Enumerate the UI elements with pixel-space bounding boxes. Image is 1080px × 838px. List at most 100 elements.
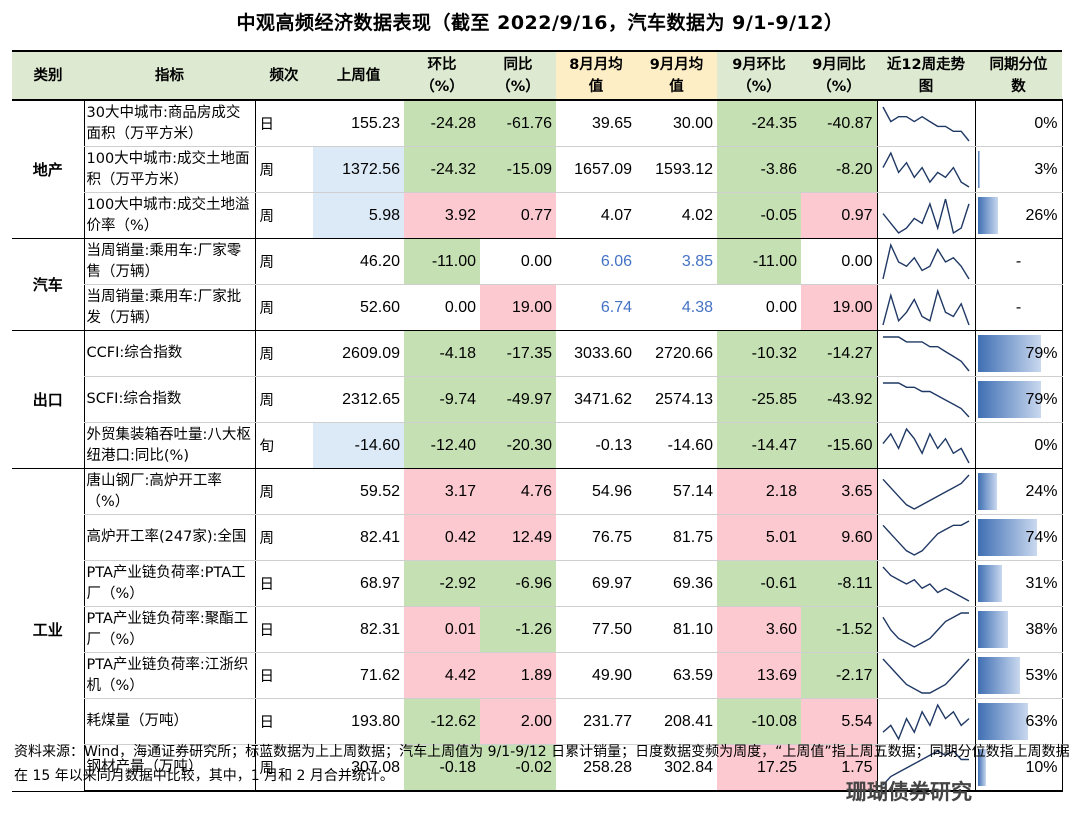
- percentile-value: -: [1015, 252, 1022, 270]
- indicator-cell: 当周销量:乘用车:厂家零售（万辆）: [83, 238, 256, 285]
- percentile-value: 0%: [1034, 114, 1058, 132]
- wow-cell: 0.01: [404, 606, 480, 653]
- sparkline-line: [881, 566, 969, 602]
- sparkline-line: [881, 150, 969, 188]
- frequency-cell: 周: [255, 744, 313, 792]
- percentile-cell: 38%: [975, 606, 1063, 653]
- table-row: 工业 唐山钢厂:高炉开工率（%）周 59.52 3.17 4.76 54.96 57.14 2…: [12, 468, 1063, 792]
- header-frequency: 频次: [255, 50, 313, 101]
- sparkline: [881, 611, 969, 648]
- sparkline-cell: [876, 698, 976, 745]
- aug-avg-cell: 6.06: [556, 238, 636, 285]
- aug-avg-cell: 1657.09: [556, 146, 636, 193]
- percentile-cell: 0%: [975, 100, 1063, 147]
- sep-yoy-cell: 3.65: [801, 468, 877, 515]
- percentile-cell: 10%: [975, 744, 1063, 792]
- yoy-cell: -15.09: [480, 146, 556, 193]
- indicator-cell: 耗煤量（万吨）: [83, 698, 256, 745]
- percentile-bar: [977, 473, 997, 510]
- percentile-bar: [977, 657, 1020, 694]
- sep-mom-cell: -14.47: [717, 422, 801, 469]
- percentile-value: 24%: [1025, 482, 1058, 500]
- indicator-cell: 100大中城市:成交土地面积（万平方米）: [83, 146, 256, 193]
- sep-yoy-cell: 19.00: [801, 284, 877, 331]
- sep-mom-cell: -0.61: [717, 560, 801, 607]
- wow-cell: 0.00: [404, 284, 480, 331]
- sparkline-cell: [876, 606, 976, 653]
- sep-yoy-cell: 0.97: [801, 192, 877, 239]
- watermark: 珊瑚债券研究: [846, 780, 972, 804]
- sparkline: [882, 381, 970, 417]
- sparkline: [881, 288, 970, 325]
- indicator-cell: 100大中城市:成交土地溢价率（%）: [83, 192, 256, 239]
- table-row: 高炉开工率(247家):全国周 82.41 0.42 12.49 76.75 81.75 5…: [12, 514, 1063, 561]
- frequency-cell: 日: [255, 100, 313, 147]
- percentile-cell: 0%: [975, 422, 1063, 469]
- footnote: 资料来源：Wind，海通证券研究所；标蓝数据为上上周数据；汽车上周值为 9/1-…: [14, 744, 1070, 784]
- header-category: 类别: [12, 50, 84, 101]
- sparkline: [881, 566, 969, 602]
- yoy-cell: 0.00: [480, 238, 556, 285]
- sep-mom-cell: 2.18: [717, 468, 801, 515]
- sep-mom-cell: -0.05: [717, 192, 801, 239]
- yoy-cell: 2.00: [480, 698, 556, 745]
- sparkline-line: [881, 427, 970, 463]
- aug-avg-cell: 6.74: [556, 284, 636, 331]
- sep-avg-cell: 30.00: [636, 100, 717, 147]
- percentile-cell: 53%: [975, 652, 1063, 699]
- percentile-cell: 74%: [975, 514, 1063, 561]
- sep-avg-cell: -14.60: [636, 422, 717, 469]
- indicator-cell: 外贸集装箱吞吐量:八大枢纽港口:同比(%): [83, 422, 256, 469]
- percentile-bar: [977, 703, 1028, 740]
- frequency-cell: 日: [255, 606, 313, 653]
- frequency-cell: 日: [255, 560, 313, 607]
- sep-yoy-cell: 9.60: [801, 514, 877, 561]
- sparkline: [882, 702, 969, 741]
- yoy-cell: 12.49: [480, 514, 556, 561]
- sparkline-cell: [876, 100, 976, 147]
- sep-mom-cell: 0.00: [717, 284, 801, 331]
- sep-yoy-cell: -8.20: [801, 146, 877, 193]
- sparkline-cell: [876, 376, 976, 423]
- sparkline: [881, 749, 969, 785]
- sparkline-cell: [876, 560, 976, 607]
- header-percentile: 同期分位 数: [975, 50, 1062, 101]
- aug-avg-cell: -0.13: [556, 422, 636, 469]
- sep-avg-cell: 4.38: [636, 284, 717, 331]
- last-week-cell: 52.60: [313, 284, 404, 331]
- percentile-cell: -: [975, 284, 1063, 331]
- sparkline-line: [882, 335, 970, 371]
- sparkline: [881, 198, 970, 234]
- last-week-cell: 59.52: [313, 468, 404, 515]
- percentile-value: 53%: [1025, 666, 1058, 684]
- wow-cell: 3.17: [404, 468, 480, 515]
- last-week-cell: 71.62: [313, 652, 404, 699]
- header-yoy: 同比 （%）: [480, 50, 556, 101]
- sep-avg-cell: 1593.12: [636, 146, 717, 193]
- sep-avg-cell: 81.10: [636, 606, 717, 653]
- wow-cell: 0.42: [404, 514, 480, 561]
- sep-yoy-cell: -14.27: [801, 330, 877, 377]
- table-row: PTA产业链负荷率:聚酯工厂（%）日 82.31 0.01 -1.26 77.50 81.…: [12, 606, 1063, 653]
- sparkline-cell: [876, 146, 976, 193]
- percentile-value: -: [1015, 298, 1022, 316]
- header-sep-yoy: 9月同比 （%）: [801, 50, 877, 101]
- sep-avg-cell: 57.14: [636, 468, 717, 515]
- sparkline-line: [882, 702, 969, 741]
- sparkline-cell: [876, 284, 976, 331]
- wow-cell: -0.18: [404, 744, 480, 792]
- header-last-week: 上周值: [313, 50, 404, 101]
- frequency-cell: 周: [255, 376, 313, 423]
- percentile-bar: [977, 749, 986, 786]
- sep-avg-cell: 63.59: [636, 652, 717, 699]
- wow-cell: 3.92: [404, 192, 480, 239]
- sep-yoy-cell: -43.92: [801, 376, 877, 423]
- aug-avg-cell: 69.97: [556, 560, 636, 607]
- frequency-cell: 旬: [255, 422, 313, 469]
- last-week-cell: 82.41: [313, 514, 404, 561]
- percentile-bar: [977, 151, 980, 188]
- percentile-bar: [977, 611, 1008, 648]
- last-week-cell: 82.31: [313, 606, 404, 653]
- wow-cell: -9.74: [404, 376, 480, 423]
- wow-cell: -4.18: [404, 330, 480, 377]
